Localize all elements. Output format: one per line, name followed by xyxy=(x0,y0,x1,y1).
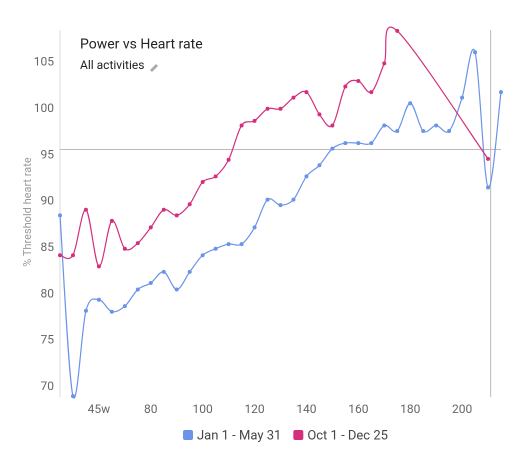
data-point xyxy=(408,101,413,106)
y-tick-label: 80 xyxy=(41,286,55,300)
data-point xyxy=(369,141,374,146)
data-point xyxy=(252,118,257,123)
legend-label[interactable]: Oct 1 - Dec 25 xyxy=(307,428,388,443)
y-axis-label: % Threshold heart rate xyxy=(21,157,34,267)
data-point xyxy=(278,203,283,208)
data-point xyxy=(434,123,439,128)
data-point xyxy=(174,213,179,218)
legend-swatch[interactable] xyxy=(183,430,193,440)
data-point xyxy=(304,174,309,179)
y-tick-label: 75 xyxy=(41,333,55,347)
data-point xyxy=(343,141,348,146)
data-point xyxy=(187,269,192,274)
data-point xyxy=(239,242,244,247)
series-line xyxy=(59,48,502,399)
data-point xyxy=(291,95,296,100)
data-point xyxy=(226,242,231,247)
data-point xyxy=(83,207,88,212)
data-point xyxy=(200,253,205,258)
data-point xyxy=(369,90,374,95)
legend-swatch[interactable] xyxy=(293,430,304,440)
data-point xyxy=(239,123,244,128)
data-point xyxy=(252,225,257,230)
data-point xyxy=(83,308,88,313)
data-point xyxy=(135,287,140,292)
data-point xyxy=(58,253,62,258)
x-tick-label: 180 xyxy=(400,402,420,416)
data-point xyxy=(317,163,322,168)
data-point xyxy=(473,50,478,55)
title-box xyxy=(70,30,210,76)
data-point xyxy=(395,28,400,33)
data-point xyxy=(486,185,491,190)
data-point xyxy=(499,90,503,95)
data-point xyxy=(382,123,387,128)
x-tick-label: 140 xyxy=(296,402,316,416)
data-point xyxy=(213,246,218,251)
data-point xyxy=(96,297,101,302)
data-point xyxy=(304,90,309,95)
data-point xyxy=(395,129,400,134)
y-tick-label: 95 xyxy=(41,147,55,161)
data-point xyxy=(70,253,75,258)
data-point xyxy=(265,106,270,111)
chart-title: Power vs Heart rate xyxy=(80,37,203,53)
data-point xyxy=(421,129,426,134)
data-point xyxy=(135,241,140,246)
data-point xyxy=(330,146,335,151)
data-point xyxy=(70,394,75,399)
x-tick-label: 120 xyxy=(244,402,264,416)
y-tick-label: 70 xyxy=(41,379,55,393)
data-point xyxy=(174,287,179,292)
data-point xyxy=(200,179,205,184)
x-tick-label: 80 xyxy=(144,402,158,416)
x-tick-label: 160 xyxy=(348,402,368,416)
edit-icon[interactable] xyxy=(150,64,158,72)
y-tick-label: 100 xyxy=(34,101,54,115)
data-point xyxy=(343,84,348,89)
y-tick-label: 90 xyxy=(41,194,55,208)
data-point xyxy=(382,61,387,66)
data-point xyxy=(213,174,218,179)
data-point xyxy=(58,213,62,218)
data-point xyxy=(148,225,153,230)
x-tick-label: 100 xyxy=(193,402,213,416)
data-point xyxy=(265,197,270,202)
data-point xyxy=(317,112,322,117)
data-point xyxy=(187,202,192,207)
x-tick-label: 45w xyxy=(88,402,111,416)
data-point xyxy=(161,269,166,274)
data-point xyxy=(161,207,166,212)
data-point xyxy=(486,156,491,161)
data-point xyxy=(447,129,452,134)
data-point xyxy=(356,141,361,146)
chart-subtitle[interactable]: All activities xyxy=(80,58,144,72)
data-point xyxy=(96,264,101,269)
y-tick-label: 105 xyxy=(34,55,54,69)
data-point xyxy=(330,123,335,128)
y-tick-label: 85 xyxy=(41,240,55,254)
data-point xyxy=(460,95,465,100)
data-point xyxy=(122,304,127,309)
data-point xyxy=(278,106,283,111)
data-point xyxy=(148,281,153,286)
data-point xyxy=(291,197,296,202)
data-point xyxy=(109,309,114,314)
data-point xyxy=(122,246,127,251)
data-point xyxy=(226,157,231,162)
data-point xyxy=(356,78,361,83)
legend-label[interactable]: Jan 1 - May 31 xyxy=(197,428,281,443)
x-tick-label: 200 xyxy=(452,402,472,416)
data-point xyxy=(109,218,114,223)
